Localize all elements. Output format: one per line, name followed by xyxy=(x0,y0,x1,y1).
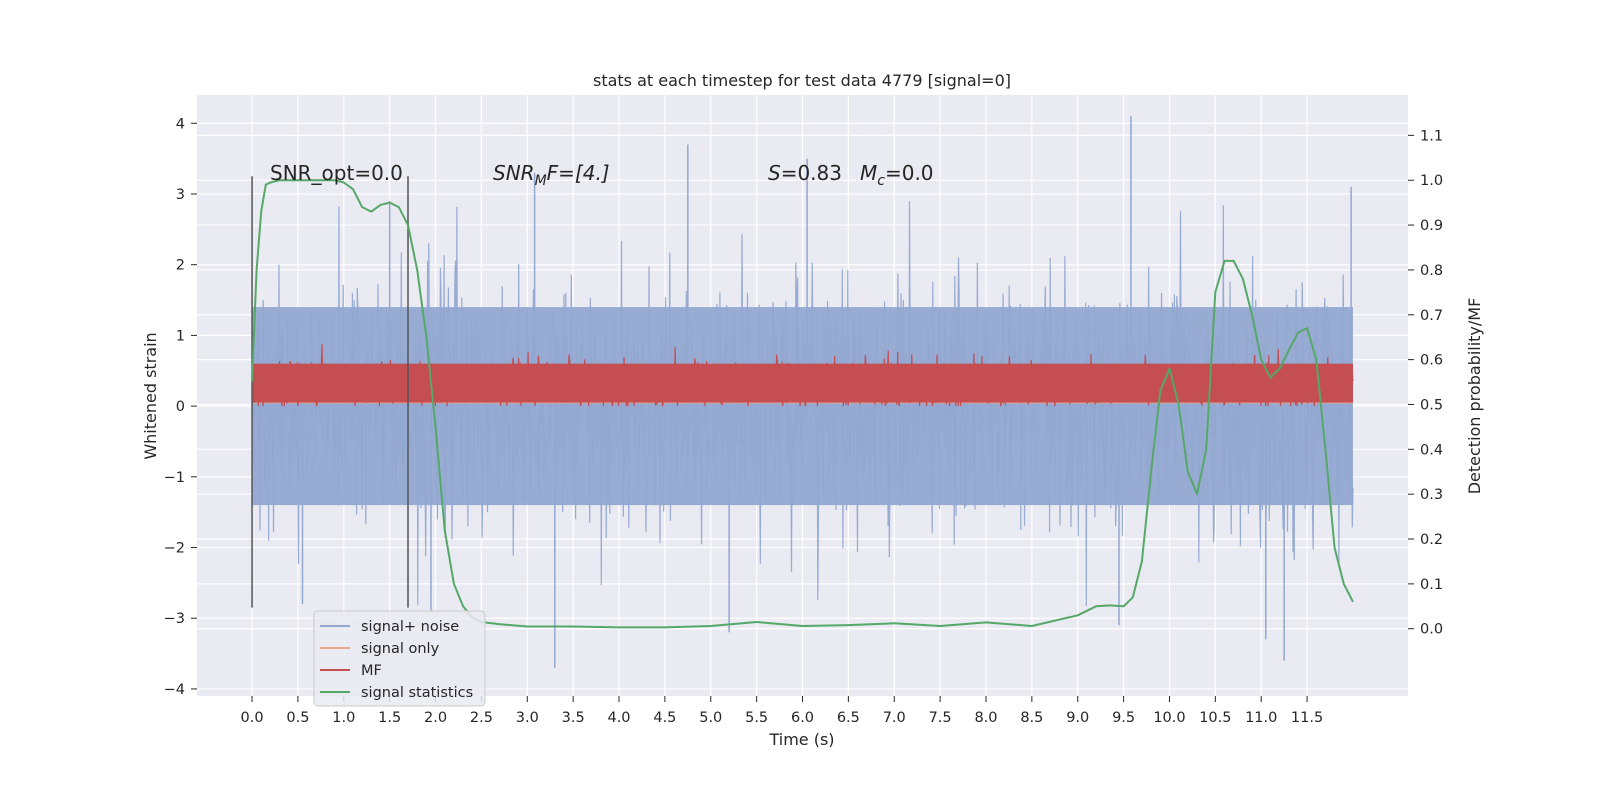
x-tick-label-18: 9.0 xyxy=(1066,710,1089,726)
y-tick-label-4: 0 xyxy=(176,399,185,415)
legend-box xyxy=(313,610,486,707)
y-tick-label-7: −3 xyxy=(164,611,185,627)
y-axis-left: 4 3 2 1 0 −1 −2 −3 −4 xyxy=(164,116,197,698)
x-tick-label-13: 6.5 xyxy=(837,710,860,726)
y2-tick-label-0: 1.1 xyxy=(1420,128,1443,144)
y-tick-label-8: −4 xyxy=(164,682,185,698)
x-tick-label-16: 8.0 xyxy=(974,710,997,726)
x-tick-label-4: 2.0 xyxy=(424,710,447,726)
series-signal-statistics-line xyxy=(251,179,1354,629)
x-tick-label-6: 3.0 xyxy=(516,710,539,726)
y-tick-label-5: −1 xyxy=(164,470,185,486)
y2-tick-label-7: 0.4 xyxy=(1420,442,1443,458)
chart-title: stats at each timestep for test data 477… xyxy=(593,71,1011,90)
y2-axis-label: Detection probability/MF xyxy=(1465,298,1484,495)
legend-label-signal-only: signal only xyxy=(361,641,440,657)
annotation-snr-mf: SNRMF=[4.] xyxy=(493,161,610,189)
legend: signal+ noise signal only MF signal stat… xyxy=(313,610,486,707)
x-tick-label-21: 10.5 xyxy=(1199,710,1231,726)
legend-label-signal-statistics: signal statistics xyxy=(361,685,473,701)
annotation-snr-opt: SNR_opt=0.0 xyxy=(270,161,403,185)
x-tick-label-5: 2.5 xyxy=(470,710,493,726)
series-layer xyxy=(251,116,1354,668)
x-tick-label-12: 6.0 xyxy=(791,710,814,726)
y2-tick-label-6: 0.5 xyxy=(1420,397,1443,413)
y2-tick-label-8: 0.3 xyxy=(1420,487,1443,503)
y-tick-label-3: 1 xyxy=(176,328,185,344)
y2-tick-label-10: 0.1 xyxy=(1420,577,1443,593)
annotation-s: S=0.83 xyxy=(768,161,842,185)
y2-tick-label-9: 0.2 xyxy=(1420,532,1443,548)
x-axis-label: Time (s) xyxy=(768,730,834,749)
x-tick-label-7: 3.5 xyxy=(562,710,585,726)
x-tick-label-19: 9.5 xyxy=(1112,710,1135,726)
x-tick-label-14: 7.0 xyxy=(883,710,906,726)
x-tick-label-2: 1.0 xyxy=(332,710,355,726)
y-axis-right: 1.1 1.0 0.9 0.8 0.7 0.6 0.5 0.4 0.3 0.2 0.1 0.0 xyxy=(1408,128,1443,638)
x-tick-label-3: 1.5 xyxy=(378,710,401,726)
x-tick-label-10: 5.0 xyxy=(699,710,722,726)
x-tick-label-15: 7.5 xyxy=(929,710,952,726)
x-tick-label-23: 11.5 xyxy=(1291,710,1323,726)
series-signal-noise-band xyxy=(252,307,1353,506)
legend-label-mf: MF xyxy=(361,663,382,679)
x-tick-label-8: 4.0 xyxy=(607,710,630,726)
x-tick-label-0: 0.0 xyxy=(241,710,264,726)
y-tick-label-0: 4 xyxy=(176,116,185,132)
series-mf-line xyxy=(251,343,1354,407)
x-tick-label-1: 0.5 xyxy=(286,710,309,726)
y-tick-label-1: 3 xyxy=(176,187,185,203)
x-tick-label-17: 8.5 xyxy=(1020,710,1043,726)
y2-tick-label-11: 0.0 xyxy=(1420,622,1443,638)
y-tick-label-2: 2 xyxy=(176,258,185,274)
x-tick-label-20: 10.0 xyxy=(1153,710,1185,726)
x-tick-label-9: 4.5 xyxy=(653,710,676,726)
y2-tick-label-5: 0.6 xyxy=(1420,353,1443,369)
y-axis-label: Whitened strain xyxy=(141,332,160,459)
x-tick-label-22: 11.0 xyxy=(1245,710,1277,726)
y2-tick-label-1: 1.0 xyxy=(1420,173,1443,189)
legend-label-signal-noise: signal+ noise xyxy=(361,619,459,635)
annotation-mc: Mc=0.0 xyxy=(860,161,934,189)
y2-tick-label-3: 0.8 xyxy=(1420,263,1443,279)
x-axis: 0.0 0.5 1.0 1.5 2.0 2.5 3.0 3.5 4.0 4.5 5.0 5.5 6.0 6… xyxy=(241,696,1323,726)
y2-tick-label-4: 0.7 xyxy=(1420,308,1443,324)
y2-tick-label-2: 0.9 xyxy=(1420,218,1443,234)
x-tick-label-11: 5.5 xyxy=(745,710,768,726)
y-tick-label-6: −2 xyxy=(164,541,185,557)
